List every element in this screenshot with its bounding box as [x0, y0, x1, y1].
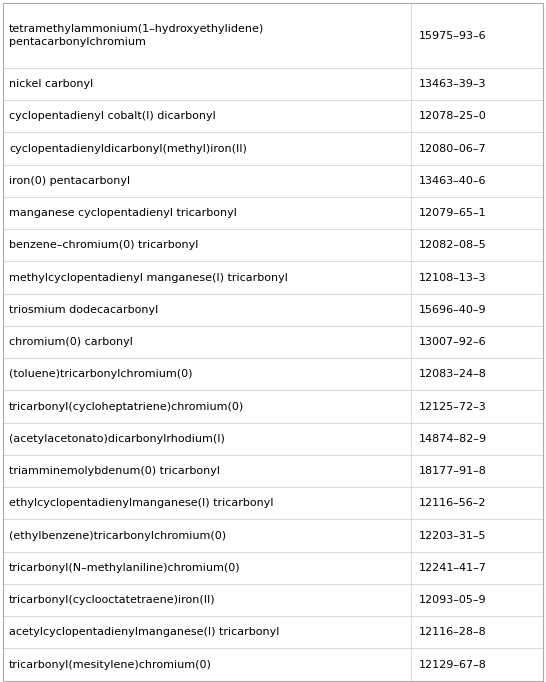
Text: 13007–92–6: 13007–92–6	[419, 337, 486, 347]
Text: tricarbonyl(mesitylene)chromium(0): tricarbonyl(mesitylene)chromium(0)	[9, 659, 212, 670]
Text: 15975–93–6: 15975–93–6	[419, 31, 486, 41]
Text: 12082–08–5: 12082–08–5	[419, 240, 486, 250]
Text: acetylcyclopentadienylmanganese(I) tricarbonyl: acetylcyclopentadienylmanganese(I) trica…	[9, 627, 280, 637]
Text: methylcyclopentadienyl manganese(I) tricarbonyl: methylcyclopentadienyl manganese(I) tric…	[9, 273, 288, 282]
Text: tricarbonyl(N–methylaniline)chromium(0): tricarbonyl(N–methylaniline)chromium(0)	[9, 563, 241, 573]
Text: 13463–40–6: 13463–40–6	[419, 176, 486, 186]
Text: triosmium dodecacarbonyl: triosmium dodecacarbonyl	[9, 305, 158, 315]
Text: 12079–65–1: 12079–65–1	[419, 208, 486, 218]
Text: 13463–39–3: 13463–39–3	[419, 79, 486, 89]
Text: 15696–40–9: 15696–40–9	[419, 305, 486, 315]
Text: chromium(0) carbonyl: chromium(0) carbonyl	[9, 337, 133, 347]
Text: 12203–31–5: 12203–31–5	[419, 531, 486, 541]
Text: (toluene)tricarbonylchromium(0): (toluene)tricarbonylchromium(0)	[9, 369, 193, 379]
Text: ethylcyclopentadienylmanganese(I) tricarbonyl: ethylcyclopentadienylmanganese(I) tricar…	[9, 499, 274, 508]
Text: iron(0) pentacarbonyl: iron(0) pentacarbonyl	[9, 176, 130, 186]
Text: 12116–56–2: 12116–56–2	[419, 499, 486, 508]
Text: 12116–28–8: 12116–28–8	[419, 627, 486, 637]
Text: 12093–05–9: 12093–05–9	[419, 595, 486, 605]
Text: 12083–24–8: 12083–24–8	[419, 369, 487, 379]
Text: manganese cyclopentadienyl tricarbonyl: manganese cyclopentadienyl tricarbonyl	[9, 208, 237, 218]
Text: tricarbonyl(cyclooctatetraene)iron(II): tricarbonyl(cyclooctatetraene)iron(II)	[9, 595, 216, 605]
Text: 18177–91–8: 18177–91–8	[419, 466, 487, 476]
Text: benzene–chromium(0) tricarbonyl: benzene–chromium(0) tricarbonyl	[9, 240, 199, 250]
Text: cyclopentadienyldicarbonyl(methyl)iron(II): cyclopentadienyldicarbonyl(methyl)iron(I…	[9, 143, 247, 153]
Text: nickel carbonyl: nickel carbonyl	[9, 79, 93, 89]
Text: (ethylbenzene)tricarbonylchromium(0): (ethylbenzene)tricarbonylchromium(0)	[9, 531, 227, 541]
Text: tricarbonyl(cycloheptatriene)chromium(0): tricarbonyl(cycloheptatriene)chromium(0)	[9, 402, 245, 411]
Text: tetramethylammonium(1–hydroxyethylidene)
pentacarbonylchromium: tetramethylammonium(1–hydroxyethylidene)…	[9, 24, 264, 47]
Text: 12078–25–0: 12078–25–0	[419, 111, 486, 121]
Text: 12125–72–3: 12125–72–3	[419, 402, 486, 411]
Text: 14874–82–9: 14874–82–9	[419, 434, 487, 444]
Text: triamminemolybdenum(0) tricarbonyl: triamminemolybdenum(0) tricarbonyl	[9, 466, 220, 476]
Text: (acetylacetonato)dicarbonylrhodium(I): (acetylacetonato)dicarbonylrhodium(I)	[9, 434, 225, 444]
Text: cyclopentadienyl cobalt(I) dicarbonyl: cyclopentadienyl cobalt(I) dicarbonyl	[9, 111, 216, 121]
Text: 12108–13–3: 12108–13–3	[419, 273, 486, 282]
Text: 12241–41–7: 12241–41–7	[419, 563, 487, 573]
Text: 12129–67–8: 12129–67–8	[419, 659, 487, 670]
Text: 12080–06–7: 12080–06–7	[419, 143, 486, 153]
